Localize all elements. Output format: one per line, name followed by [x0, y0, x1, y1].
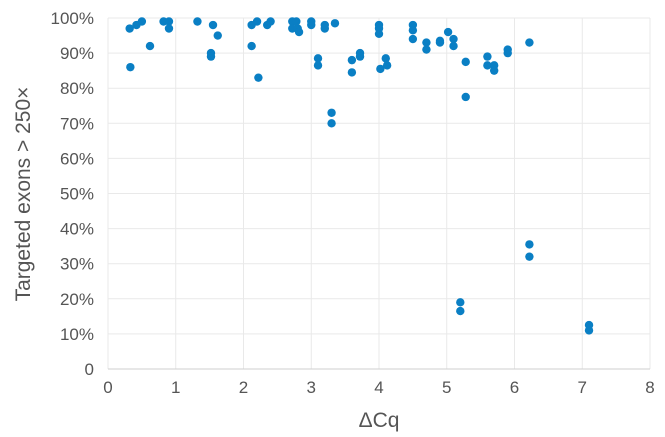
data-point: [292, 17, 301, 26]
data-points: [125, 17, 594, 335]
y-tick-label: 60%: [60, 149, 94, 168]
data-point: [408, 26, 418, 35]
data-point: [347, 68, 357, 77]
data-point: [503, 48, 512, 58]
data-point: [327, 108, 336, 117]
y-axis-title: Targeted exons > 250×: [12, 87, 35, 302]
data-point: [313, 54, 323, 63]
y-tick-label: 100%: [51, 9, 94, 28]
data-point: [126, 62, 135, 72]
y-tick-label: 40%: [60, 220, 94, 239]
y-tick-label: 80%: [60, 79, 94, 98]
data-point: [355, 52, 365, 61]
data-point: [213, 31, 222, 40]
data-point: [483, 61, 492, 70]
y-tick-label: 10%: [60, 325, 94, 344]
data-point: [307, 20, 316, 30]
data-point: [489, 66, 499, 75]
data-point: [435, 38, 445, 47]
data-point: [376, 64, 385, 74]
x-tick-label: 1: [171, 378, 180, 397]
data-point: [145, 41, 155, 51]
x-tick-label: 6: [510, 378, 519, 397]
x-tick-label: 0: [103, 378, 112, 397]
data-point: [137, 17, 147, 26]
data-point: [525, 252, 534, 261]
y-tick-labels: 0 10% 20% 30% 40% 50% 60% 70% 80% 90% 100%: [51, 9, 94, 379]
data-point: [443, 27, 453, 37]
data-point: [247, 41, 256, 51]
data-point: [483, 52, 492, 61]
data-point: [422, 38, 431, 47]
data-point: [193, 17, 202, 26]
y-tick-label: 20%: [60, 290, 94, 309]
data-point: [294, 27, 304, 37]
data-point: [456, 306, 465, 316]
data-point: [254, 73, 263, 82]
data-point: [449, 41, 458, 51]
data-point: [456, 298, 465, 307]
data-point: [347, 55, 357, 65]
x-axis-title: ΔCq: [359, 409, 400, 432]
x-tick-label: 3: [307, 378, 316, 397]
data-point: [584, 326, 594, 335]
data-point: [449, 34, 458, 44]
y-tick-label: 70%: [60, 114, 94, 133]
data-point: [313, 61, 323, 70]
gridlines: [107, 17, 651, 369]
x-tick-label: 5: [442, 378, 451, 397]
data-point: [125, 24, 134, 33]
data-point: [525, 38, 534, 47]
data-point: [164, 24, 174, 33]
data-point: [327, 119, 336, 128]
data-point: [525, 240, 534, 249]
data-point: [461, 92, 470, 102]
y-tick-label: 0: [85, 360, 94, 379]
y-tick-label: 30%: [60, 255, 94, 274]
x-tick-label: 7: [578, 378, 587, 397]
data-point: [408, 34, 418, 44]
data-point: [381, 54, 390, 63]
y-tick-label: 90%: [60, 44, 94, 63]
y-tick-label: 50%: [60, 185, 94, 204]
x-tick-label: 2: [239, 378, 248, 397]
data-point: [374, 29, 384, 38]
data-point: [330, 19, 340, 28]
data-point: [422, 45, 431, 54]
x-tick-labels: 0 1 2 3 4 5 6 7 8: [103, 378, 654, 397]
x-tick-label: 8: [645, 378, 654, 397]
data-point: [266, 17, 275, 26]
data-point: [164, 17, 174, 26]
data-point: [382, 61, 392, 70]
data-point: [461, 57, 470, 67]
data-point: [252, 17, 262, 26]
data-point: [206, 52, 216, 61]
x-tick-label: 4: [374, 378, 383, 397]
data-point: [320, 24, 329, 33]
data-point: [208, 20, 218, 30]
